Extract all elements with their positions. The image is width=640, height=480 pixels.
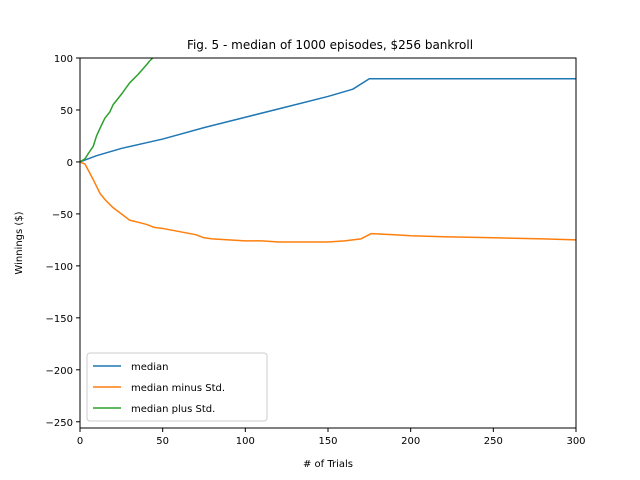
legend-label: median plus Std. xyxy=(131,404,215,415)
y-tick-label: −150 xyxy=(46,314,73,325)
chart-title: Fig. 5 - median of 1000 episodes, $256 b… xyxy=(187,38,473,52)
y-tick-label: −100 xyxy=(46,262,73,273)
x-tick-label: 250 xyxy=(484,436,503,447)
legend-box xyxy=(86,352,268,422)
x-tick-label: 150 xyxy=(318,436,337,447)
x-axis: 0 50 100 150 200 250 300 xyxy=(77,428,586,447)
y-tick-label: 100 xyxy=(54,54,73,65)
y-tick-label: −250 xyxy=(46,418,73,429)
y-tick-label: −50 xyxy=(52,210,73,221)
y-axis: 100 50 0 −50 −100 −150 −200 −250 xyxy=(46,54,80,429)
x-axis-label: # of Trials xyxy=(303,459,353,470)
y-tick-label: 50 xyxy=(60,106,73,117)
x-tick-label: 50 xyxy=(156,436,169,447)
y-tick-label: 0 xyxy=(67,158,73,169)
x-tick-label: 300 xyxy=(566,436,585,447)
legend-label: median xyxy=(131,362,169,373)
series-line-median-minus-std xyxy=(80,161,576,243)
legend: median median minus Std. median plus Std. xyxy=(86,352,268,422)
y-tick-label: −200 xyxy=(46,366,73,377)
series-line-median xyxy=(80,78,576,163)
x-tick-label: 0 xyxy=(77,436,83,447)
x-tick-label: 200 xyxy=(401,436,420,447)
series-layer xyxy=(80,58,576,243)
y-axis-label: Winnings ($) xyxy=(14,211,25,274)
series-line-median-plus-std xyxy=(80,58,154,163)
legend-label: median minus Std. xyxy=(131,383,225,394)
x-tick-label: 100 xyxy=(236,436,255,447)
